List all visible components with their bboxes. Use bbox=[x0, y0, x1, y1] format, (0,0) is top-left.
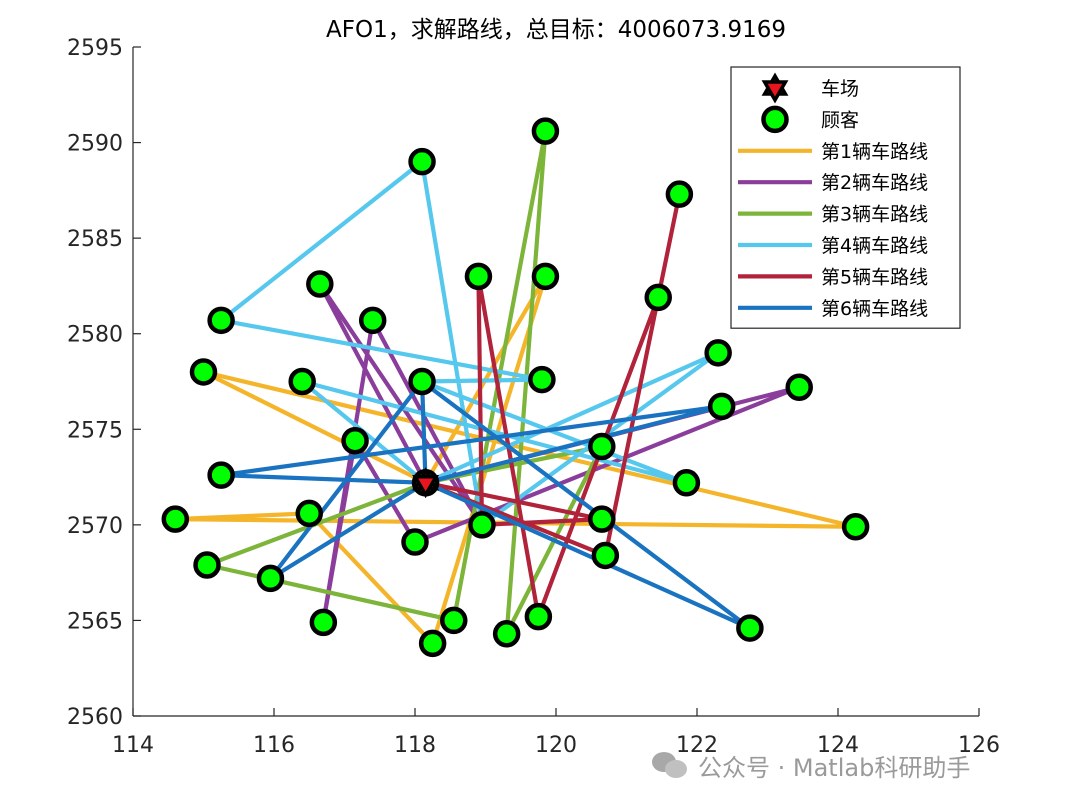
customer-point-11 bbox=[341, 427, 369, 455]
watermark-text: 公众号 · Matlab科研助手 bbox=[698, 753, 971, 782]
legend-customer-symbol bbox=[761, 105, 789, 134]
legend-label-route-2: 第2辆车路线 bbox=[821, 172, 928, 194]
customer-point-14 bbox=[408, 147, 436, 176]
customer-point-17 bbox=[418, 629, 447, 658]
axes: 114 116 118 120 122 124 126 2560 2565 2570 2575 258… bbox=[67, 36, 1000, 758]
x-tick-label-118: 118 bbox=[394, 733, 436, 758]
legend-label-route-6: 第6辆车路线 bbox=[821, 298, 928, 320]
y-tick-label-2575: 2575 bbox=[67, 418, 123, 443]
chart-title: AFO1，求解路线，总目标：4006073.9169 bbox=[326, 17, 786, 43]
y-tick-label-2585: 2585 bbox=[67, 227, 123, 252]
customer-point-13 bbox=[401, 528, 429, 556]
x-tick-label-114: 114 bbox=[112, 733, 154, 758]
customer-point-2 bbox=[189, 358, 218, 386]
customer-point-23 bbox=[528, 365, 556, 394]
customer-point-27 bbox=[588, 505, 616, 533]
customer-point-28 bbox=[591, 541, 620, 570]
customer-point-4 bbox=[207, 306, 235, 335]
customer-point-7 bbox=[288, 367, 316, 396]
legend-label-route-5: 第5辆车路线 bbox=[821, 266, 928, 288]
x-tick-label-124: 124 bbox=[817, 733, 859, 758]
customer-point-8 bbox=[295, 499, 323, 528]
customer-point-24 bbox=[531, 262, 560, 291]
legend-label-customer: 顾客 bbox=[821, 109, 859, 131]
customer-point-35 bbox=[785, 373, 813, 401]
customer-point-26 bbox=[588, 432, 616, 461]
legend-label-route-1: 第1辆车路线 bbox=[821, 141, 928, 163]
legend-depot-triangle-2 bbox=[761, 80, 789, 104]
x-tick-label-116: 116 bbox=[253, 733, 295, 758]
customer-point-32 bbox=[704, 339, 732, 367]
x-tick-label-120: 120 bbox=[535, 733, 577, 758]
customer-point-6 bbox=[256, 564, 285, 593]
customer-point-9 bbox=[306, 270, 334, 298]
y-tick-label-2580: 2580 bbox=[67, 323, 123, 348]
customer-point-30 bbox=[665, 180, 694, 208]
customer-point-29 bbox=[644, 283, 672, 312]
y-tick-label-2595: 2595 bbox=[67, 36, 123, 61]
wechat-icon bbox=[652, 750, 690, 780]
customer-point-36 bbox=[841, 513, 870, 541]
watermark: 公众号 · Matlab科研助手 bbox=[652, 748, 970, 782]
customer-point-22 bbox=[524, 602, 553, 631]
customer-point-33 bbox=[707, 392, 736, 421]
y-tick-label-2590: 2590 bbox=[67, 132, 123, 157]
customer-point-20 bbox=[468, 511, 496, 539]
x-tick-label-122: 122 bbox=[676, 733, 718, 758]
route-line-1 bbox=[173, 274, 858, 646]
customer-point-5 bbox=[207, 461, 235, 489]
legend-label-depot: 车场 bbox=[821, 78, 859, 100]
customer-point-34 bbox=[736, 614, 764, 642]
y-tick-label-2570: 2570 bbox=[67, 514, 123, 539]
customer-point-3 bbox=[193, 551, 221, 579]
customer-point-21 bbox=[492, 620, 521, 648]
customer-point-15 bbox=[408, 367, 436, 396]
legend-label-route-4: 第4辆车路线 bbox=[821, 235, 928, 257]
legend-label-route-3: 第3辆车路线 bbox=[821, 204, 928, 226]
y-tick-label-2560: 2560 bbox=[67, 705, 123, 730]
y-tick-label-2565: 2565 bbox=[67, 609, 123, 634]
customer-point-10 bbox=[309, 608, 338, 637]
depot-star-triangle-2 bbox=[412, 475, 440, 499]
legend-depot-symbol bbox=[761, 72, 789, 104]
x-tick-label-126: 126 bbox=[958, 733, 1000, 758]
customer-point-31 bbox=[672, 469, 701, 497]
customer-point-19 bbox=[464, 262, 493, 291]
depot-point bbox=[412, 467, 440, 499]
customer-point-1 bbox=[161, 505, 190, 533]
customer-point-25 bbox=[531, 117, 560, 145]
customer-point-12 bbox=[358, 306, 387, 335]
customer-point-18 bbox=[440, 606, 468, 635]
markers-layer bbox=[161, 117, 870, 658]
legend-box bbox=[730, 66, 961, 329]
